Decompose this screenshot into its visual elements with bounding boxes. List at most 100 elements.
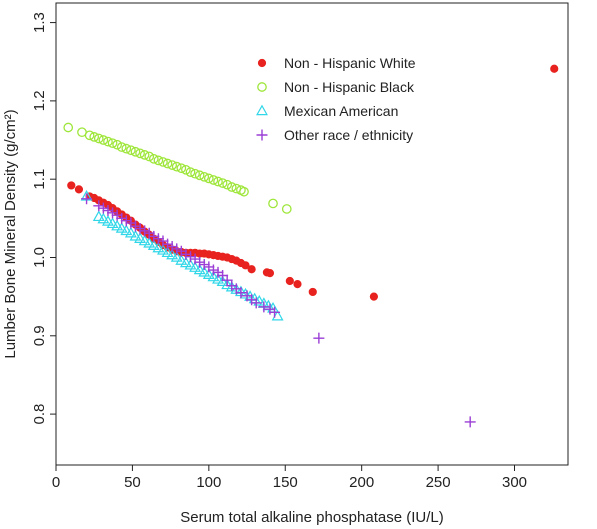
- data-point: [199, 171, 210, 182]
- y-tick-label: 1.3: [31, 12, 48, 33]
- data-point: [269, 306, 281, 318]
- data-point: [239, 186, 249, 197]
- data-point: [107, 138, 118, 149]
- x-tick-label: 150: [273, 474, 298, 491]
- data-point: [189, 261, 202, 272]
- legend-label: Non - Hispanic Black: [284, 79, 415, 95]
- data-point: [190, 168, 200, 179]
- data-point: [175, 254, 188, 265]
- data-point: [158, 157, 168, 167]
- data-point: [194, 170, 205, 181]
- data-point: [226, 182, 237, 192]
- y-axis: 0.8 0.9 1.0 1.1 1.2 1.3: [31, 12, 56, 425]
- series-3: [81, 193, 476, 428]
- data-point: [217, 270, 229, 282]
- data-point: [265, 269, 275, 278]
- data-point: [120, 224, 133, 236]
- legend-label: Mexican American: [284, 103, 398, 119]
- data-point: [221, 278, 234, 290]
- plot-frame: [55, 2, 569, 466]
- data-point: [152, 241, 165, 253]
- data-point: [92, 210, 105, 222]
- x-tick-label: 200: [349, 474, 374, 491]
- data-point: [202, 268, 215, 279]
- data-point: [184, 251, 196, 263]
- legend-marker: [257, 82, 267, 92]
- data-point: [176, 163, 187, 174]
- data-point: [162, 238, 174, 250]
- series-0: [67, 64, 559, 301]
- data-point: [148, 153, 159, 164]
- data-point: [203, 173, 214, 184]
- data-point: [235, 287, 247, 299]
- data-point: [258, 301, 270, 313]
- data-point: [207, 264, 219, 276]
- data-point: [308, 287, 317, 297]
- data-point: [179, 256, 192, 268]
- data-point: [115, 222, 128, 233]
- data-point: [181, 164, 191, 175]
- y-axis-title: Lumber Bone Mineral Density (g/cm²): [2, 109, 19, 358]
- data-point: [143, 236, 156, 248]
- data-point: [464, 416, 476, 428]
- data-point: [139, 150, 150, 160]
- data-point: [194, 256, 206, 268]
- data-point: [93, 200, 105, 212]
- data-point: [97, 202, 109, 214]
- data-point: [134, 223, 146, 235]
- data-point: [184, 258, 197, 270]
- legend-label: Non - Hispanic White: [284, 55, 416, 71]
- data-point: [247, 265, 256, 274]
- x-axis-title: Serum total alkaline phosphatase (IU/L): [180, 509, 443, 526]
- data-point: [185, 167, 196, 177]
- data-point: [93, 133, 104, 144]
- data-point: [107, 207, 119, 219]
- data-point: [103, 136, 113, 147]
- data-point: [241, 261, 250, 270]
- data-point: [369, 292, 378, 301]
- data-point: [116, 212, 128, 224]
- data-point: [152, 233, 164, 245]
- data-point: [203, 261, 215, 273]
- data-point: [102, 215, 114, 226]
- data-point: [161, 246, 174, 258]
- data-point: [285, 276, 294, 286]
- data-point: [268, 198, 278, 209]
- data-point: [550, 64, 559, 73]
- data-point: [281, 204, 292, 214]
- x-tick-label: 100: [196, 474, 221, 491]
- y-tick-label: 0.9: [31, 325, 48, 346]
- data-point: [162, 158, 173, 169]
- data-point: [84, 130, 95, 141]
- data-point: [167, 160, 178, 170]
- series-1: [63, 122, 292, 214]
- data-point: [121, 143, 132, 154]
- data-point: [97, 212, 110, 224]
- data-point: [126, 145, 136, 156]
- x-axis: 0 50 100 150 200 250 300: [52, 465, 527, 491]
- legend: Non - Hispanic White Non - Hispanic Black…: [256, 55, 416, 143]
- data-point: [239, 287, 252, 299]
- data-point: [166, 241, 178, 253]
- data-point: [180, 248, 192, 260]
- data-point: [139, 225, 151, 237]
- data-point: [81, 193, 93, 205]
- y-tick-label: 1.1: [31, 169, 48, 190]
- data-point: [112, 139, 122, 150]
- y-tick-label: 1.2: [31, 90, 48, 111]
- data-point: [134, 232, 147, 243]
- data-point: [102, 205, 114, 217]
- data-point: [207, 270, 220, 282]
- data-point: [212, 272, 224, 284]
- data-point: [98, 135, 109, 145]
- data-point: [147, 239, 160, 250]
- data-point: [157, 244, 169, 255]
- data-point: [67, 181, 76, 190]
- data-point: [74, 185, 84, 194]
- y-tick-label: 1.0: [31, 247, 48, 268]
- data-point: [171, 243, 183, 255]
- data-point: [124, 226, 137, 238]
- data-point: [129, 229, 142, 241]
- x-tick-label: 50: [124, 474, 141, 491]
